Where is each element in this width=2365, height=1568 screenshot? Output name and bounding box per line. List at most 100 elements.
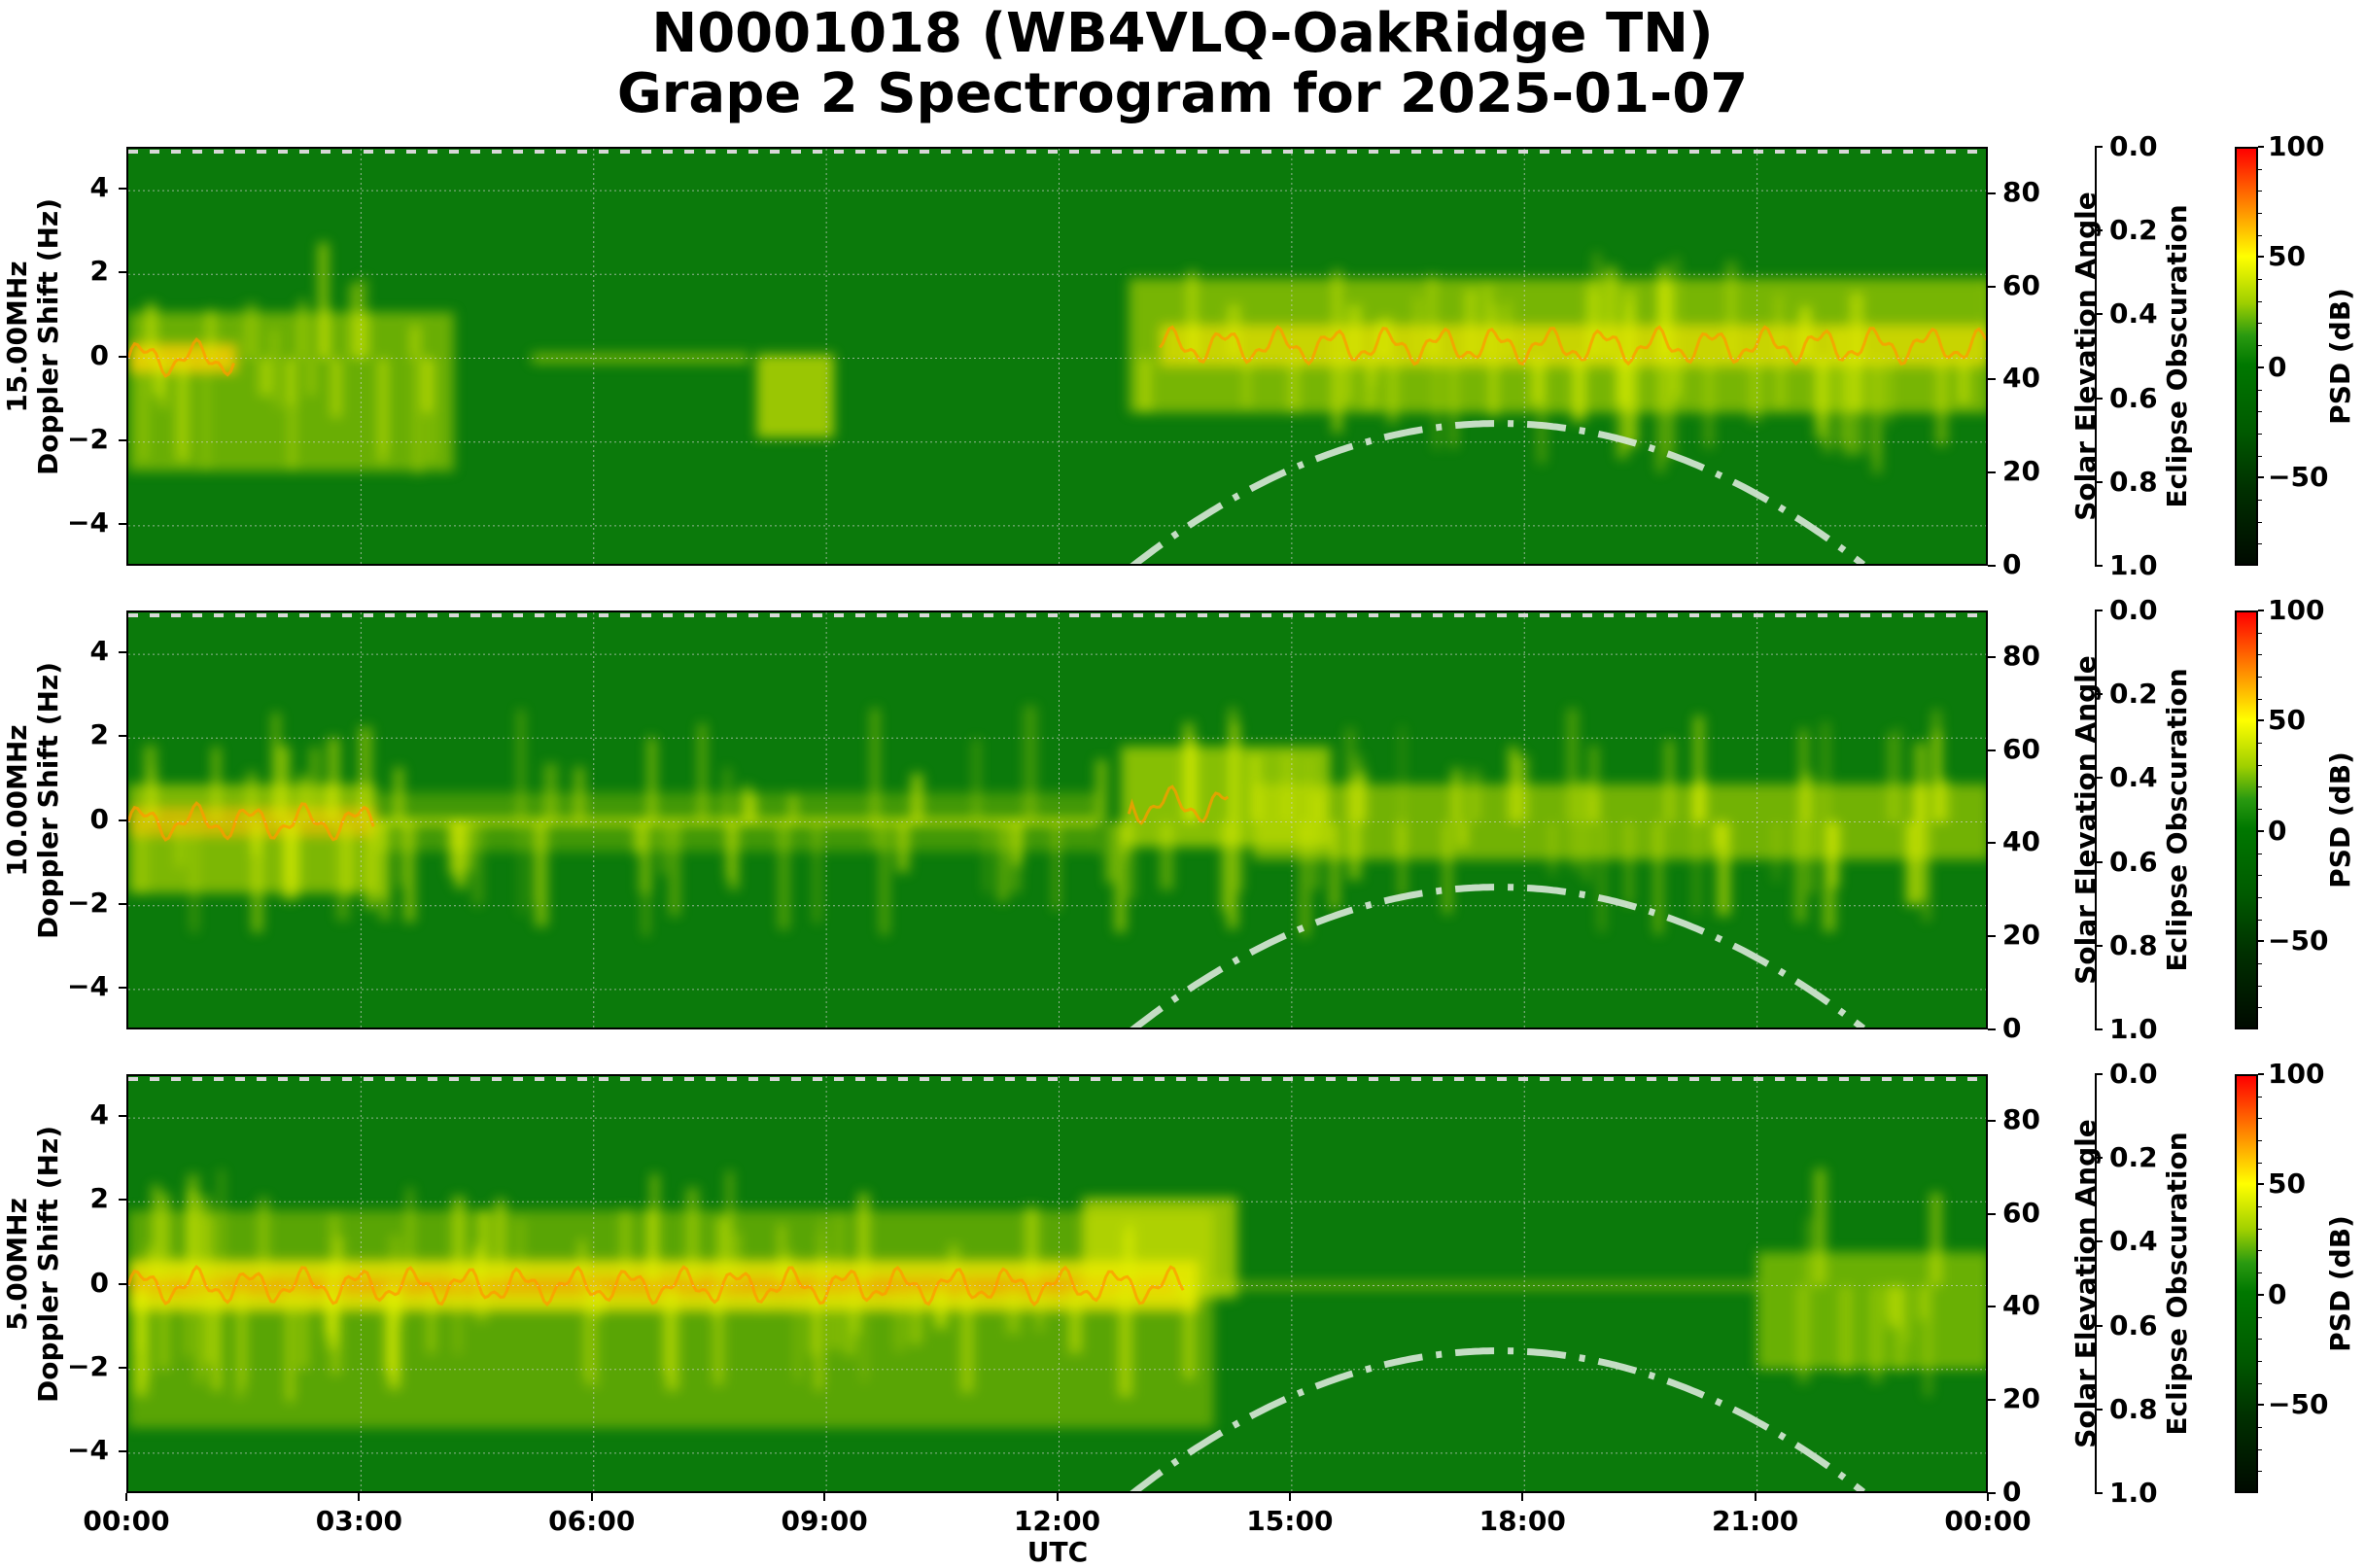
x-tick-label: 21:00 bbox=[1712, 1505, 1799, 1537]
y-tick-label: −2 bbox=[67, 886, 109, 919]
eclipse-tick-mark bbox=[2095, 1324, 2103, 1327]
psd-colorbar-label: PSD (dB) bbox=[2324, 751, 2356, 889]
x-tick-label: 00:00 bbox=[83, 1505, 170, 1537]
eclipse-tick-label: 0.0 bbox=[2109, 594, 2158, 626]
frequency-label: 5.00MHz bbox=[1, 1198, 33, 1331]
psd-colorbar-label: PSD (dB) bbox=[2324, 288, 2356, 425]
colorbar-minor-tick bbox=[2258, 875, 2262, 877]
x-tick-mark bbox=[1521, 1493, 1524, 1501]
chart-title-line2: Grape 2 Spectrogram for 2025-01-07 bbox=[616, 62, 1749, 125]
solar-tick-label: 0 bbox=[2002, 1012, 2022, 1044]
x-tick-label: 09:00 bbox=[781, 1505, 868, 1537]
x-tick-label: 00:00 bbox=[1944, 1505, 2032, 1537]
eclipse-tick-mark bbox=[2095, 146, 2103, 148]
colorbar-minor-tick bbox=[2258, 433, 2262, 435]
y-tick-label: 0 bbox=[89, 802, 109, 835]
x-tick-mark bbox=[358, 1493, 361, 1501]
colorbar-tick-mark bbox=[2258, 1073, 2264, 1075]
colorbar-tick-mark bbox=[2258, 610, 2264, 611]
y-tick-label: 0 bbox=[89, 1266, 109, 1299]
solar-tick-mark bbox=[1988, 285, 1996, 288]
y-tick-label: −4 bbox=[67, 1433, 109, 1466]
colorbar-tick-mark bbox=[2258, 719, 2264, 722]
solar-tick-mark bbox=[1988, 655, 1996, 658]
eclipse-obscuration-label: Eclipse Obscuration bbox=[2161, 668, 2193, 972]
eclipse-tick-mark bbox=[2095, 229, 2103, 232]
y-tick-label: 2 bbox=[89, 718, 109, 751]
colorbar-minor-tick bbox=[2258, 1426, 2262, 1428]
spectrogram-plot bbox=[126, 1074, 1988, 1493]
spectrogram-heatmap bbox=[128, 612, 1986, 1028]
x-tick-mark bbox=[1754, 1493, 1756, 1501]
solar-elevation-label: Solar Elevation Angle bbox=[2069, 192, 2102, 521]
doppler-axis-label: 5.00MHz Doppler Shift (Hz) bbox=[1, 1045, 64, 1483]
eclipse-tick-mark bbox=[2095, 1492, 2103, 1494]
colorbar-minor-tick bbox=[2258, 698, 2262, 700]
colorbar-minor-tick bbox=[2258, 1382, 2262, 1384]
eclipse-tick-mark bbox=[2095, 1073, 2103, 1075]
solar-tick-mark bbox=[1988, 1212, 1996, 1215]
solar-tick-label: 40 bbox=[2002, 825, 2040, 858]
spectrogram-plot bbox=[126, 610, 1988, 1029]
colorbar-minor-tick bbox=[2258, 1339, 2262, 1341]
doppler-axis-label: 10.00MHz Doppler Shift (Hz) bbox=[1, 581, 64, 1020]
solar-elevation-label: Solar Elevation Angle bbox=[2069, 655, 2102, 985]
eclipse-tick-label: 0.4 bbox=[2109, 297, 2158, 331]
colorbar-tick-label: 50 bbox=[2268, 1167, 2306, 1201]
colorbar-tick-mark bbox=[2258, 476, 2264, 479]
y-tick-label: −2 bbox=[67, 1349, 109, 1382]
colorbar-minor-tick bbox=[2258, 323, 2262, 325]
colorbar-tick-label: 100 bbox=[2268, 594, 2325, 626]
solar-tick-label: 80 bbox=[2002, 175, 2040, 208]
y-tick-label: 2 bbox=[89, 1182, 109, 1215]
colorbar-minor-tick bbox=[2258, 1250, 2262, 1252]
colorbar-minor-tick bbox=[2258, 786, 2262, 788]
colorbar-minor-tick bbox=[2258, 809, 2262, 811]
solar-tick-mark bbox=[1988, 378, 1996, 381]
y-tick-label: −4 bbox=[67, 505, 109, 539]
y-tick-label: 4 bbox=[89, 171, 109, 204]
colorbar-tick-label: 0 bbox=[2268, 1277, 2287, 1310]
solar-tick-label: 80 bbox=[2002, 1102, 2040, 1135]
colorbar-tick-label: 0 bbox=[2268, 350, 2287, 383]
frequency-label: 10.00MHz bbox=[1, 724, 33, 877]
colorbar-tick-label: 100 bbox=[2268, 130, 2325, 162]
eclipse-tick-label: 0.6 bbox=[2109, 1308, 2158, 1342]
solar-tick-label: 60 bbox=[2002, 1196, 2040, 1229]
solar-tick-mark bbox=[1988, 1119, 1996, 1122]
colorbar-minor-tick bbox=[2258, 300, 2262, 302]
psd-colorbar bbox=[2235, 147, 2258, 566]
panel-15-00mhz: 4 2 0 −2 −4 15.00MHz Doppler Shift (Hz) 80 60 40 2… bbox=[1, 133, 2356, 579]
colorbar-minor-tick bbox=[2258, 1448, 2262, 1450]
colorbar-minor-tick bbox=[2258, 499, 2262, 501]
eclipse-tick-label: 0.2 bbox=[2109, 678, 2158, 711]
colorbar-minor-tick bbox=[2258, 279, 2262, 281]
eclipse-tick-mark bbox=[2095, 777, 2103, 780]
x-tick-label: 03:00 bbox=[315, 1505, 402, 1537]
frequency-label: 15.00MHz bbox=[1, 261, 33, 413]
y-tick-mark bbox=[119, 1449, 126, 1452]
colorbar-minor-tick bbox=[2258, 985, 2262, 987]
colorbar-minor-tick bbox=[2258, 191, 2262, 192]
eclipse-tick-mark bbox=[2095, 944, 2103, 947]
eclipse-axis-spine bbox=[2095, 1074, 2097, 1493]
colorbar-minor-tick bbox=[2258, 1360, 2262, 1362]
solar-tick-mark bbox=[1988, 192, 1996, 194]
solar-tick-label: 40 bbox=[2002, 362, 2040, 395]
spectrogram-plot bbox=[126, 147, 1988, 566]
doppler-shift-label: Doppler Shift (Hz) bbox=[32, 197, 64, 476]
panel-5-00mhz: 4 2 0 −2 −4 5.00MHz Doppler Shift (Hz) 80 60 40 20… bbox=[1, 1061, 2356, 1507]
colorbar-tick-label: 50 bbox=[2268, 240, 2306, 273]
x-tick-mark bbox=[590, 1493, 593, 1501]
y-tick-label: −2 bbox=[67, 422, 109, 455]
y-tick-label: 4 bbox=[89, 635, 109, 668]
colorbar-minor-tick bbox=[2258, 1206, 2262, 1208]
y-tick-mark bbox=[119, 1282, 126, 1285]
solar-tick-mark bbox=[1988, 1399, 1996, 1402]
eclipse-tick-label: 0.8 bbox=[2109, 928, 2158, 961]
colorbar-minor-tick bbox=[2258, 1118, 2262, 1120]
eclipse-axis-spine bbox=[2095, 147, 2097, 566]
y-tick-mark bbox=[119, 986, 126, 989]
solar-tick-label: 20 bbox=[2002, 1382, 2040, 1415]
solar-tick-mark bbox=[1988, 471, 1996, 474]
